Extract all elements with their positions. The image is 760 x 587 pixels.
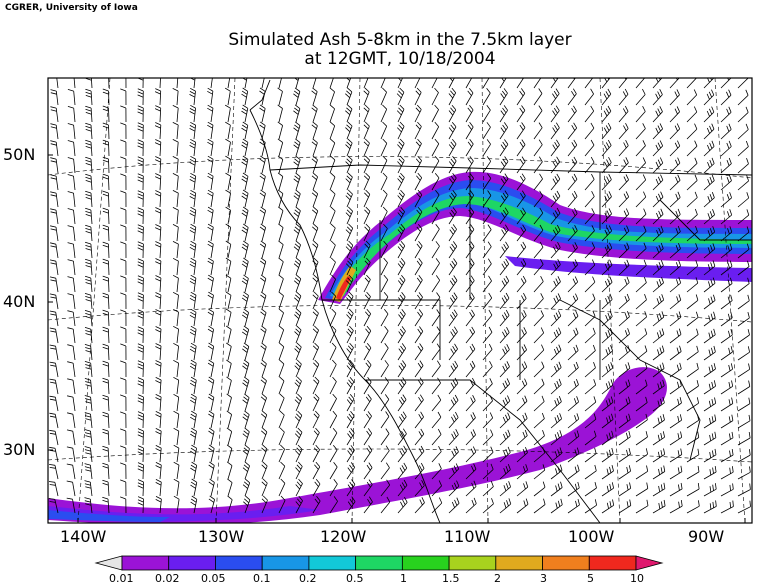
lat-label-30n: 30N [3, 440, 36, 459]
colorbar-label: 10 [630, 572, 644, 585]
lon-label-130w: 130W [198, 527, 245, 546]
colorbar-label: 0.02 [155, 572, 180, 585]
map-title-line1: Simulated Ash 5-8km in the 7.5km layer [228, 30, 572, 50]
colorbar-label: 0.01 [109, 572, 134, 585]
colorbar-label: 1.5 [442, 572, 460, 585]
graticule [48, 78, 752, 523]
axis-ticks [48, 154, 746, 523]
map-frame [47, 77, 753, 524]
ash-plume-south [48, 367, 667, 523]
colorbar-label: 3 [540, 572, 547, 585]
lon-label-110w: 110W [444, 527, 491, 546]
colorbar-label: 0.1 [253, 572, 271, 585]
colorbar-label: 0.2 [299, 572, 317, 585]
colorbar-label: 2 [494, 572, 501, 585]
ash-plume-north-band [505, 256, 752, 282]
lon-label-100w: 100W [568, 527, 615, 546]
colorbar-label: 0.05 [201, 572, 226, 585]
colorbar-label: 5 [587, 572, 594, 585]
lon-label-90w: 90W [688, 527, 725, 546]
colorbar-label: 1 [400, 572, 407, 585]
credit-text: CGRER, University of Iowa [5, 3, 138, 13]
lon-label-120w: 120W [320, 527, 367, 546]
wind-barbs [48, 78, 751, 514]
wind-barb-paths [48, 78, 751, 514]
lon-label-140w: 140W [60, 527, 107, 546]
coastlines [249, 79, 752, 523]
map-title-line2: at 12GMT, 10/18/2004 [304, 49, 496, 69]
lat-label-50n: 50N [3, 145, 36, 164]
lat-label-40n: 40N [3, 292, 36, 311]
colorbar-label: 0.5 [346, 572, 364, 585]
